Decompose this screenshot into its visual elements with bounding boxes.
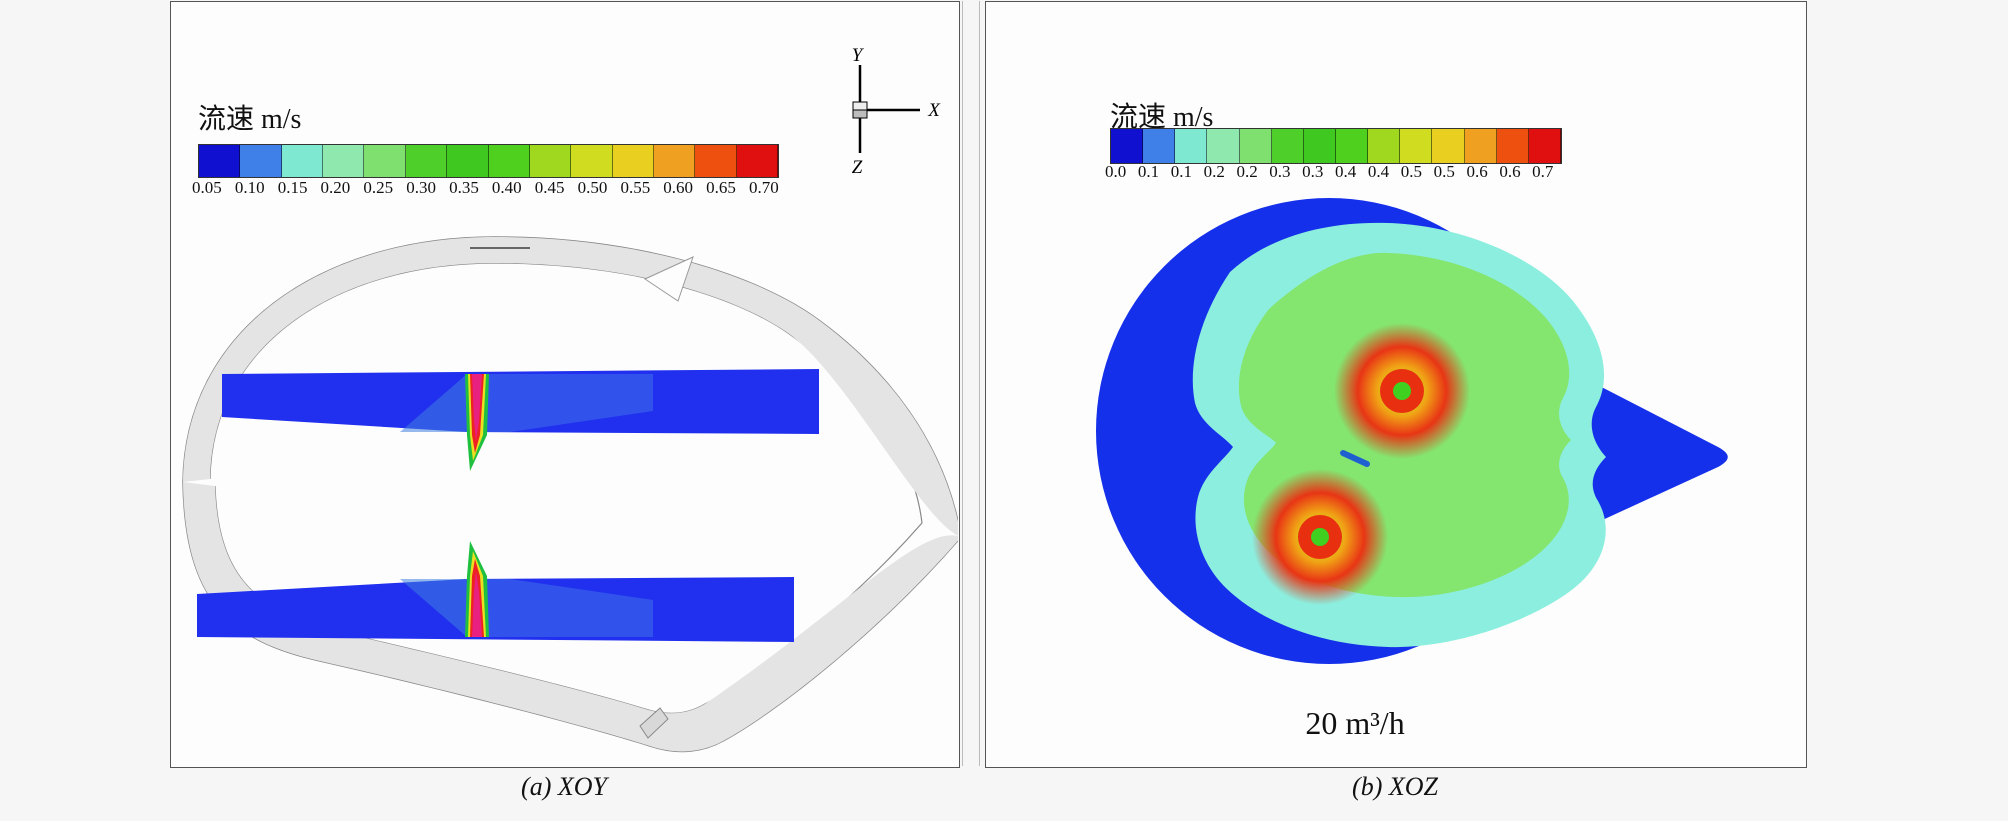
svg-text:X: X: [927, 100, 941, 121]
svg-text:Z: Z: [852, 157, 863, 178]
svg-text:Y: Y: [852, 45, 865, 66]
